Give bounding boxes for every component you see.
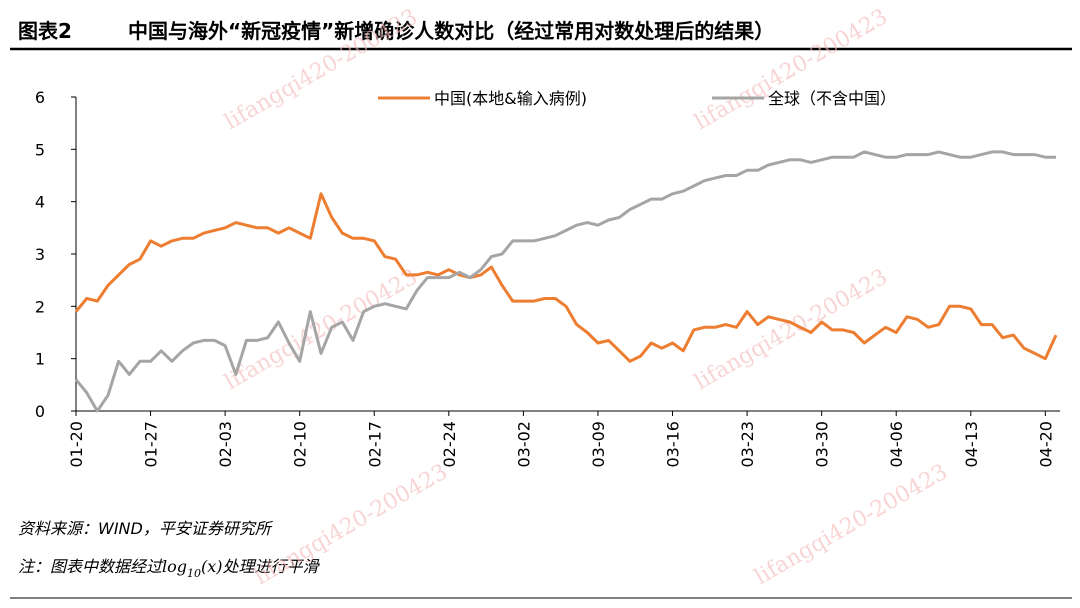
- watermark: lifangqi420-200423: [691, 264, 892, 395]
- note-sub: 10: [187, 567, 201, 580]
- x-tick-label: 02-10: [291, 421, 310, 468]
- x-tick-label: 03-02: [514, 421, 533, 468]
- x-tick-label: 04-20: [1036, 421, 1055, 468]
- chart-title: 中国与海外“新冠疫情”新增确诊人数对比（经过常用对数处理后的结果）: [128, 19, 774, 43]
- note: 注：图表中数据经过log10(x)处理进行平滑: [18, 557, 321, 580]
- header-label: 图表2: [18, 19, 72, 43]
- x-tick-label: 02-24: [440, 421, 459, 468]
- series-line: [74, 192, 1058, 363]
- y-tick-label: 6: [35, 88, 45, 107]
- x-tick-label: 01-20: [67, 421, 86, 468]
- y-tick-label: 1: [35, 350, 45, 369]
- note-func: log: [162, 557, 187, 576]
- note-prefix: 注：图表中数据经过: [18, 557, 164, 576]
- legend-label: 全球（不含中国）: [768, 89, 896, 108]
- note-arg: (x): [201, 557, 223, 576]
- x-tick-label: 01-27: [142, 421, 161, 468]
- legend-label: 中国(本地&输入病例): [434, 89, 587, 108]
- series-line: [74, 150, 1056, 413]
- watermark: lifangqi420-200423: [751, 459, 952, 590]
- x-tick-label: 02-17: [365, 421, 384, 468]
- y-tick-label: 5: [35, 140, 45, 159]
- y-tick-label: 4: [35, 193, 45, 212]
- y-tick-label: 2: [35, 297, 45, 316]
- x-tick-label: 02-03: [216, 421, 235, 468]
- x-tick-label: 03-23: [738, 421, 757, 468]
- watermark: lifangqi420-200423: [251, 459, 452, 590]
- y-tick-label: 3: [35, 245, 45, 264]
- x-tick-label: 03-30: [813, 421, 832, 468]
- source: 资料来源：WIND，平安证券研究所: [18, 519, 274, 538]
- y-tick-label: 0: [35, 402, 45, 421]
- x-tick-label: 04-13: [962, 421, 981, 468]
- note-suffix: 处理进行平滑: [223, 557, 321, 576]
- watermark: lifangqi420-200423: [221, 264, 422, 395]
- x-tick-label: 04-06: [887, 421, 906, 468]
- x-tick-label: 03-09: [589, 421, 608, 468]
- x-tick-label: 03-16: [664, 421, 683, 468]
